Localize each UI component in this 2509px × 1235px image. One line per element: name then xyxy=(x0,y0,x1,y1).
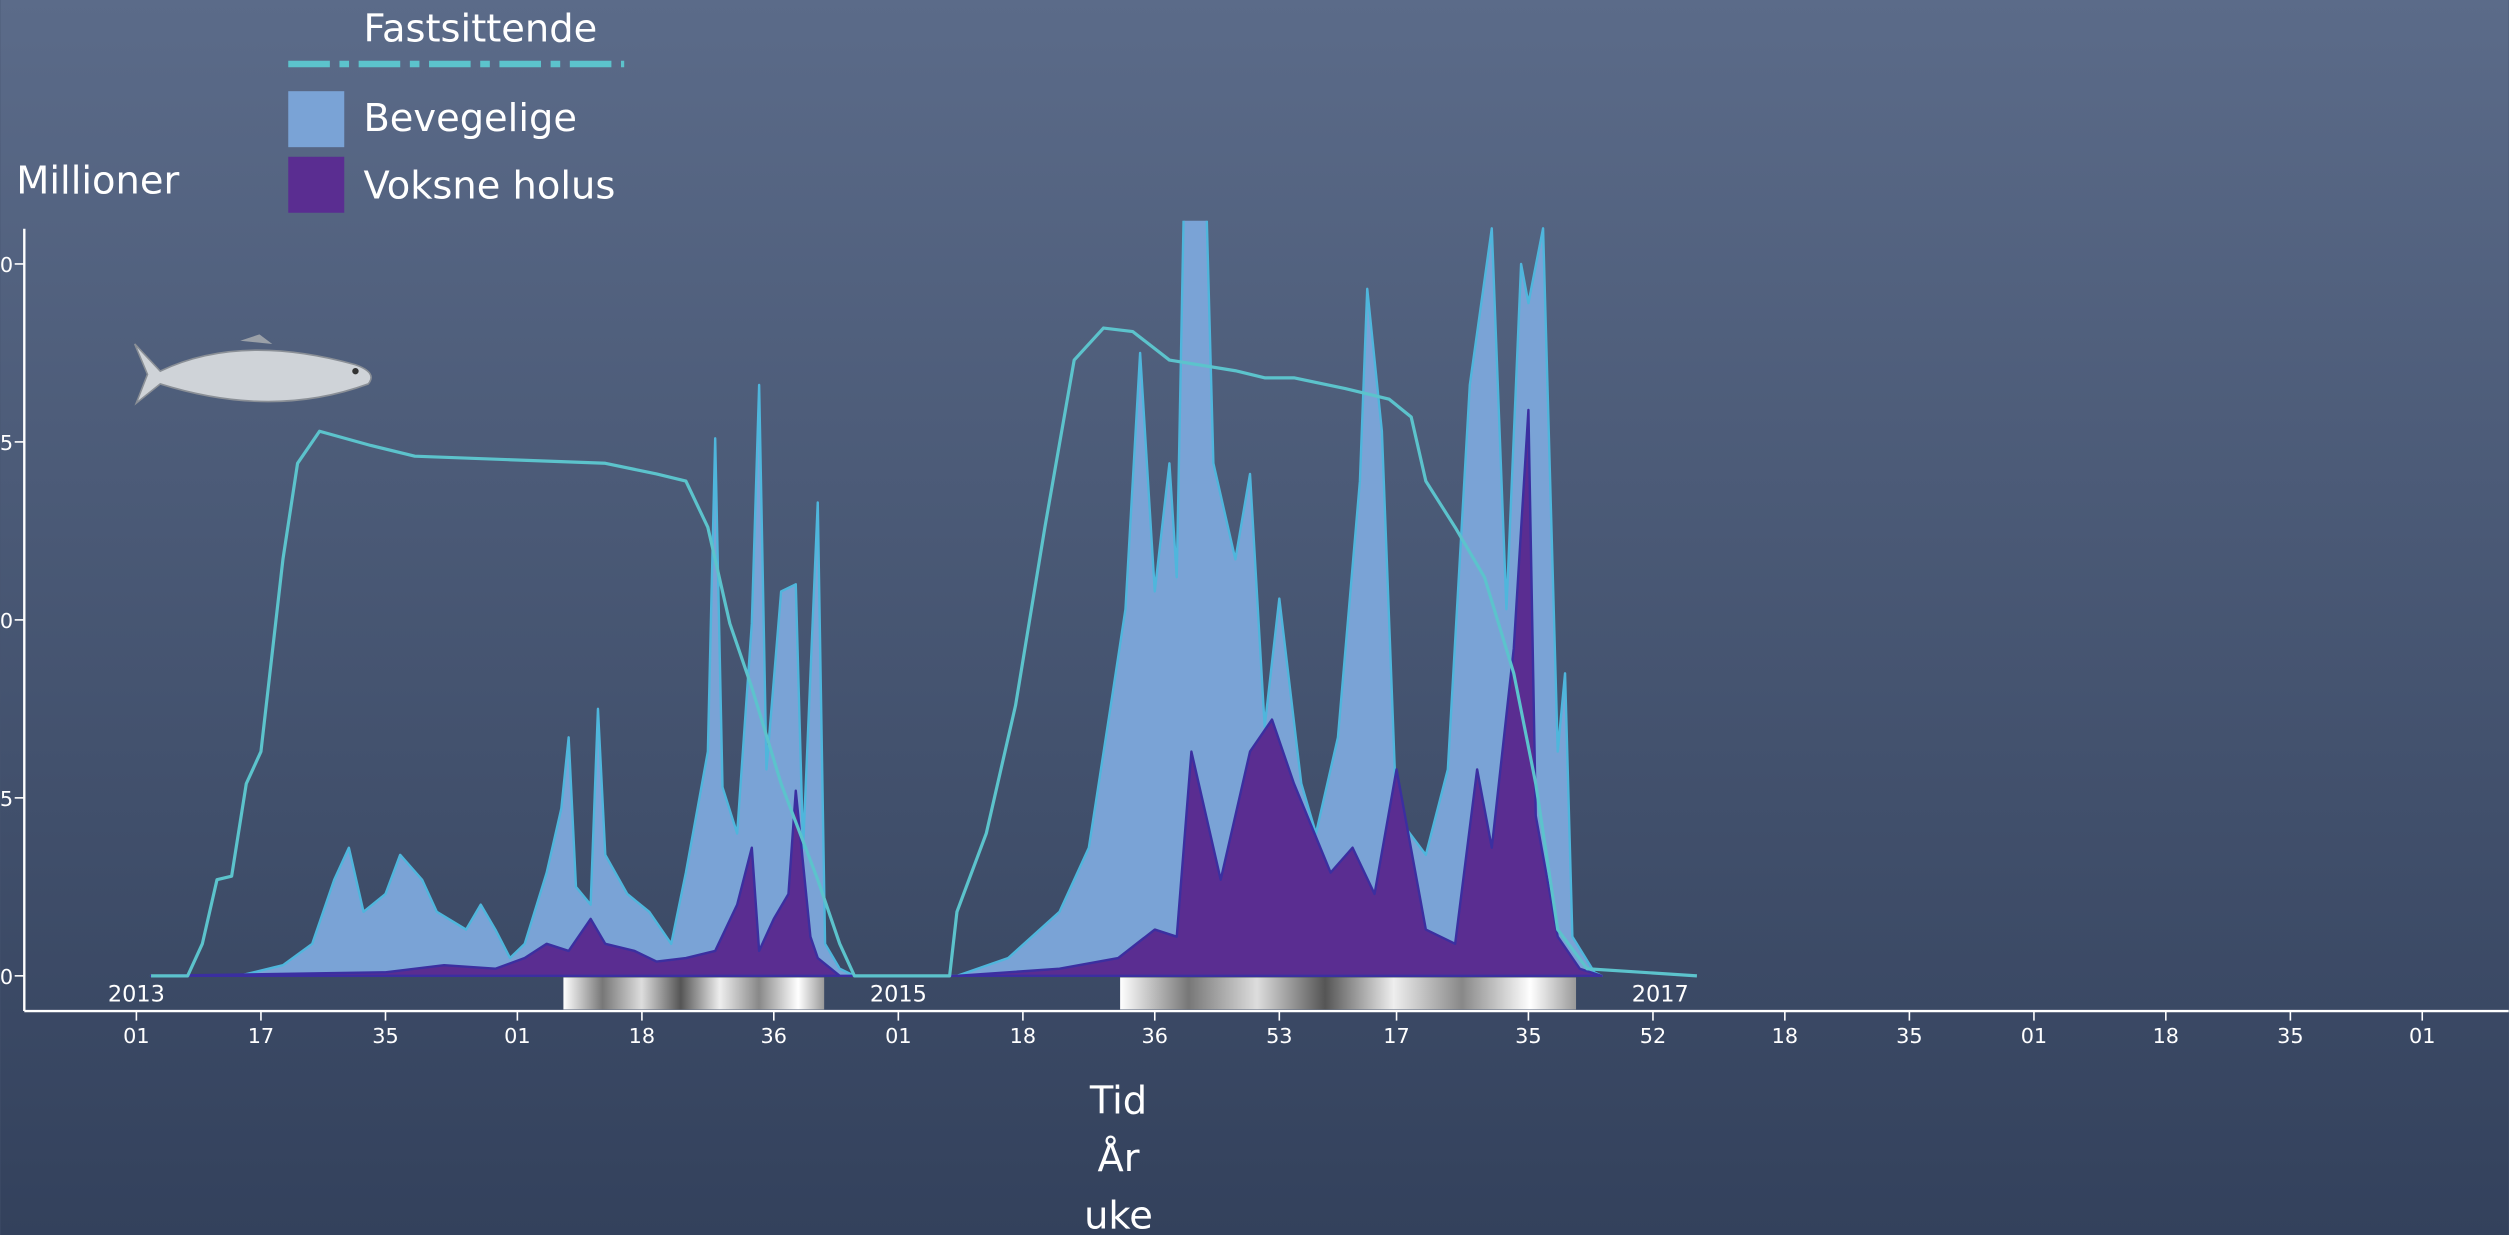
x-tick-label: 52 xyxy=(1640,1024,1666,1048)
area xyxy=(149,220,1603,978)
line xyxy=(151,326,1698,978)
x-tick-label: 01 xyxy=(885,1024,911,1048)
legend-label: Bevegelige xyxy=(363,96,577,141)
x-axis-label: Tid xyxy=(1089,1078,1147,1123)
x-tick-label: 01 xyxy=(123,1024,149,1048)
x-tick-label: 01 xyxy=(2409,1024,2435,1048)
year-label: 2017 xyxy=(1632,981,1689,1007)
y-tick-label: 5 xyxy=(0,787,13,811)
x-tick-label: 53 xyxy=(1266,1024,1292,1048)
x-tick-label: 17 xyxy=(248,1024,274,1048)
x-tick-label: 18 xyxy=(629,1024,655,1048)
legend-swatch xyxy=(288,91,345,148)
x-tick-label: 18 xyxy=(1010,1024,1036,1048)
y-tick-label: 0 xyxy=(0,609,13,633)
x-axis-label: uke xyxy=(1084,1194,1153,1235)
x-tick-label: 17 xyxy=(1383,1024,1409,1048)
x-tick-label: 36 xyxy=(1142,1024,1168,1048)
year-label: 2013 xyxy=(108,981,165,1007)
x-tick-label: 18 xyxy=(1772,1024,1798,1048)
y-tick-label: 5 xyxy=(0,431,13,455)
legend-label: Voksne holus xyxy=(363,163,615,208)
x-tick-label: 35 xyxy=(1896,1024,1922,1048)
y-tick-label: 0 xyxy=(0,965,13,989)
x-tick-label: 35 xyxy=(1515,1024,1541,1048)
heat-strip xyxy=(563,977,825,1010)
legend-swatch xyxy=(288,156,345,213)
x-tick-label: 01 xyxy=(504,1024,530,1048)
y-axis-label: Millioner xyxy=(16,159,179,204)
area xyxy=(149,408,1603,978)
legend: Fastsittende Bevegelige Voksne holus xyxy=(288,7,625,213)
plot-area xyxy=(149,220,1698,978)
x-tick-label: 36 xyxy=(761,1024,787,1048)
fish-icon xyxy=(133,334,372,406)
year-label: 2015 xyxy=(870,981,927,1007)
x-axis-label: År xyxy=(1098,1134,1140,1181)
x-tick-label: 35 xyxy=(372,1024,398,1048)
x-tick-label: 35 xyxy=(2277,1024,2303,1048)
y-tick-label: 0 xyxy=(0,253,13,277)
x-tick-label: 18 xyxy=(2153,1024,2179,1048)
heat-strip xyxy=(1120,977,1577,1010)
legend-label: Fastsittende xyxy=(363,7,597,52)
x-tick-label: 01 xyxy=(2021,1024,2047,1048)
heat-strips xyxy=(563,977,1577,1010)
